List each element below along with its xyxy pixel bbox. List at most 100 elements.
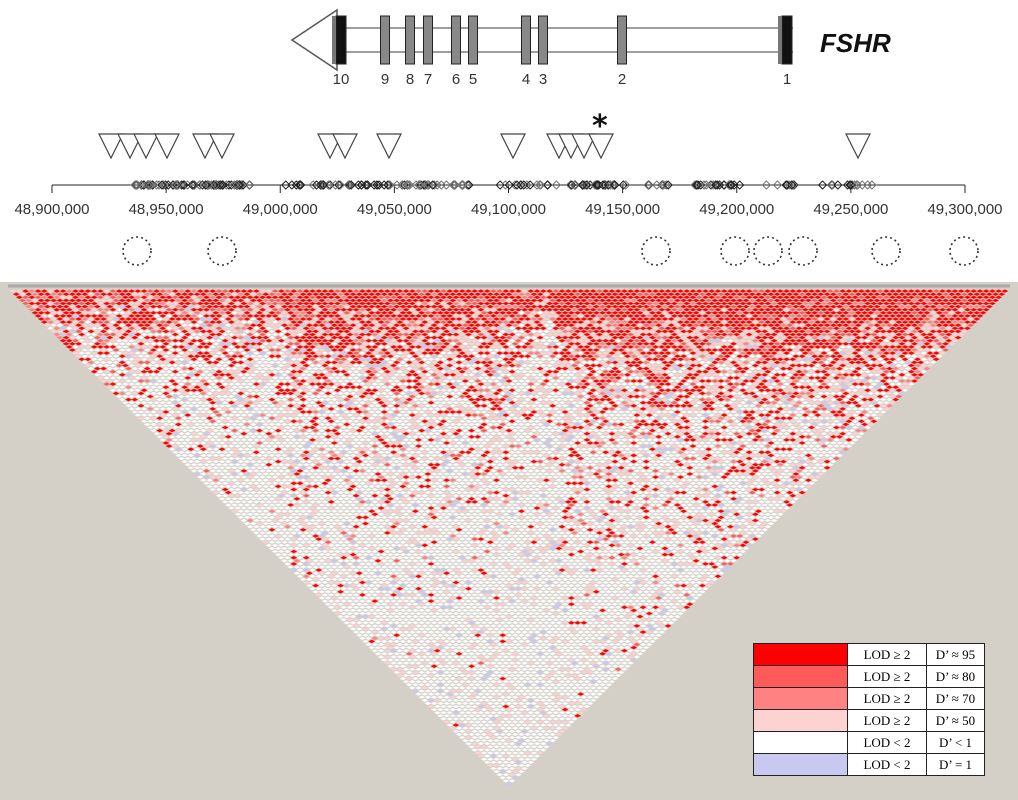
ld-cell: [209, 456, 217, 461]
ld-cell: [106, 366, 114, 371]
ld-cell: [324, 590, 332, 594]
ld-cell: [383, 636, 391, 641]
ld-cell: [96, 363, 104, 368]
ld-cell: [387, 645, 394, 650]
ld-cell: [125, 379, 132, 383]
ld-cell: [305, 565, 313, 569]
ld-cell: [309, 555, 316, 560]
ld-cell: [358, 599, 366, 603]
ld-cell: [218, 478, 226, 482]
ld-cell: [418, 670, 426, 675]
snp-diamond: [591, 180, 602, 190]
snp-diamond: [281, 180, 291, 190]
ld-cell: [427, 667, 435, 672]
snp-diamond: [287, 180, 297, 190]
ld-cell: [418, 683, 426, 687]
ld-cell: [424, 670, 432, 675]
ld-cell: [486, 726, 494, 730]
ld-cell: [252, 512, 260, 517]
snp-diamond: [415, 180, 425, 190]
ld-cell: [156, 416, 164, 420]
ld-cell: [458, 729, 466, 734]
ld-cell: [399, 633, 407, 637]
ld-cell: [37, 298, 45, 303]
ld-cell: [196, 438, 204, 442]
ld-cell: [156, 397, 164, 402]
ld-cell: [408, 648, 416, 653]
ld-cell: [390, 648, 398, 653]
ld-cell: [493, 726, 500, 730]
ld-cell: [483, 735, 491, 740]
ld-cell: [287, 565, 295, 569]
ld-cell: [430, 707, 438, 712]
ld-cell: [43, 317, 51, 321]
ld-cell: [321, 580, 329, 585]
ld-cell: [493, 763, 500, 768]
ld-cell: [415, 679, 423, 684]
snp-diamond: [643, 180, 653, 190]
ld-cell: [324, 559, 332, 563]
snp-diamond: [699, 180, 709, 190]
ld-cell: [430, 670, 438, 675]
snp-diamond: [330, 180, 341, 190]
ld-cell: [118, 354, 126, 358]
ld-cell: [59, 332, 67, 337]
ld-cell: [146, 419, 154, 424]
snp-diamond: [158, 180, 169, 190]
ld-cell: [212, 453, 220, 458]
ld-cell: [474, 726, 482, 730]
exon-utr: [778, 16, 782, 64]
ld-cell: [355, 621, 363, 625]
ld-cell: [178, 431, 185, 436]
snp-diamond: [852, 180, 862, 190]
ld-cell: [168, 410, 176, 414]
ld-cell: [62, 317, 70, 321]
ld-cell: [206, 447, 214, 451]
ld-cell: [68, 329, 76, 334]
ld-cell: [446, 679, 454, 684]
snp-diamond: [581, 180, 592, 190]
ld-cell: [146, 413, 154, 417]
ld-cell: [280, 515, 288, 520]
ld-cell: [68, 348, 76, 352]
ld-cell: [265, 531, 273, 535]
snp-diamond: [726, 180, 737, 190]
ld-cell: [134, 388, 142, 393]
ld-cell: [343, 577, 351, 582]
ld-cell: [362, 621, 369, 625]
ld-cell: [327, 593, 335, 597]
ld-cell: [496, 729, 504, 734]
ld-cell: [505, 738, 513, 743]
ld-cell: [128, 382, 136, 386]
ld-cell: [343, 621, 351, 625]
snp-diamond: [714, 180, 725, 190]
ld-cell: [171, 450, 179, 455]
ld-cell: [399, 676, 407, 681]
ld-cell: [334, 605, 341, 610]
ld-cell: [436, 714, 444, 718]
ld-cell: [65, 307, 73, 312]
ld-cell: [78, 332, 86, 337]
ld-cell: [296, 568, 304, 572]
ld-cell: [140, 376, 148, 380]
ld-cell: [315, 568, 323, 572]
snp-diamond: [344, 180, 355, 190]
ld-cell: [418, 695, 426, 699]
ld-cell: [156, 435, 164, 439]
ld-cell: [483, 748, 491, 752]
ld-cell: [415, 661, 423, 665]
ld-cell: [146, 382, 154, 386]
ld-cell: [271, 518, 279, 523]
ld-cell: [368, 633, 376, 637]
ld-cell: [153, 400, 161, 405]
ld-cell: [34, 307, 42, 312]
ld-cell: [449, 726, 457, 730]
ld-cell: [118, 397, 126, 402]
ld-cell: [424, 689, 432, 693]
ld-cell: [153, 413, 161, 417]
ld-cell: [440, 686, 447, 690]
ld-cell: [334, 574, 341, 579]
ld-cell: [203, 481, 210, 486]
ld-cell: [81, 317, 89, 321]
ld-cell: [190, 438, 198, 442]
